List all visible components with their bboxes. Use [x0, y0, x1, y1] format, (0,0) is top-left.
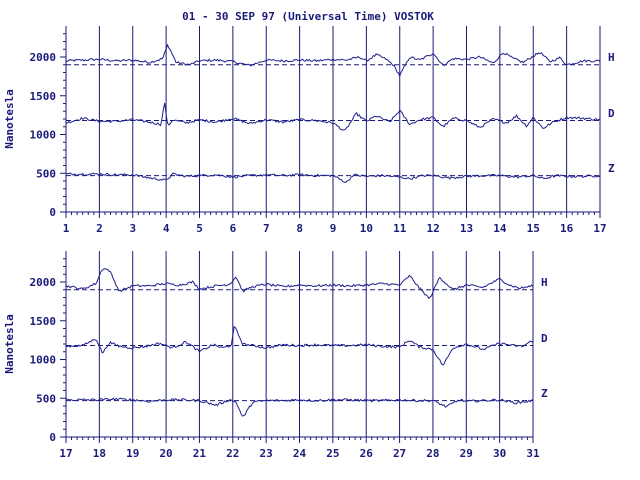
x-tick-label: 31: [526, 447, 540, 460]
y-tick-label: 0: [49, 206, 56, 219]
y-axis-label: Nanotesla: [3, 89, 16, 149]
y-axis-label: Nanotesla: [3, 314, 16, 374]
x-tick-label: 30: [493, 447, 506, 460]
chart-title: 01 - 30 SEP 97 (Universal Time) VOSTOK: [182, 10, 434, 23]
x-tick-label: 22: [226, 447, 239, 460]
x-tick-label: 14: [493, 222, 507, 235]
x-tick-label: 24: [293, 447, 307, 460]
series-label-z: Z: [608, 162, 615, 175]
x-tick-label: 17: [59, 447, 72, 460]
x-tick-label: 1: [63, 222, 70, 235]
y-tick-label: 2000: [30, 276, 57, 289]
x-tick-label: 7: [263, 222, 270, 235]
x-tick-label: 12: [427, 222, 440, 235]
x-tick-label: 10: [360, 222, 373, 235]
x-tick-label: 16: [560, 222, 574, 235]
x-tick-label: 21: [193, 447, 207, 460]
y-tick-label: 500: [36, 392, 56, 405]
y-tick-label: 1500: [30, 90, 57, 103]
series-label-h: H: [608, 51, 615, 64]
x-tick-label: 4: [163, 222, 170, 235]
y-tick-label: 500: [36, 167, 56, 180]
series-label-d: D: [608, 107, 615, 120]
x-tick-label: 26: [360, 447, 374, 460]
series-line-z: [65, 397, 534, 417]
y-tick-label: 1000: [30, 354, 57, 367]
series-line-d: [65, 325, 534, 366]
series-line-d: [65, 102, 601, 131]
y-tick-label: 0: [49, 431, 56, 444]
y-tick-label: 1000: [30, 129, 57, 142]
x-tick-label: 25: [326, 447, 339, 460]
x-tick-label: 9: [330, 222, 337, 235]
panel-2: Nanotesla 0 500 1000 1500 2000 17 18 19 20 21 22 23 2…: [3, 251, 548, 460]
x-tick-label: 27: [393, 447, 406, 460]
x-tick-label: 20: [159, 447, 172, 460]
series-label-z: Z: [541, 387, 548, 400]
x-tick-label: 2: [96, 222, 103, 235]
x-tick-label: 28: [426, 447, 439, 460]
x-tick-label: 23: [260, 447, 273, 460]
x-tick-label: 13: [460, 222, 473, 235]
series-line-z: [65, 172, 601, 183]
y-tick-label: 2000: [30, 51, 57, 64]
x-tick-label: 19: [126, 447, 139, 460]
x-tick-label: 15: [527, 222, 540, 235]
x-tick-label: 29: [460, 447, 473, 460]
x-tick-label: 8: [296, 222, 303, 235]
series-line-h: [65, 43, 601, 78]
x-tick-label: 6: [230, 222, 237, 235]
series-label-h: H: [541, 276, 548, 289]
series-label-d: D: [541, 332, 548, 345]
y-tick-label: 1500: [30, 315, 57, 328]
x-tick-label: 18: [93, 447, 106, 460]
x-tick-label: 11: [393, 222, 407, 235]
series-line-h: [65, 268, 534, 300]
x-tick-label: 17: [593, 222, 606, 235]
x-tick-label: 3: [129, 222, 136, 235]
x-tick-label: 5: [196, 222, 203, 235]
